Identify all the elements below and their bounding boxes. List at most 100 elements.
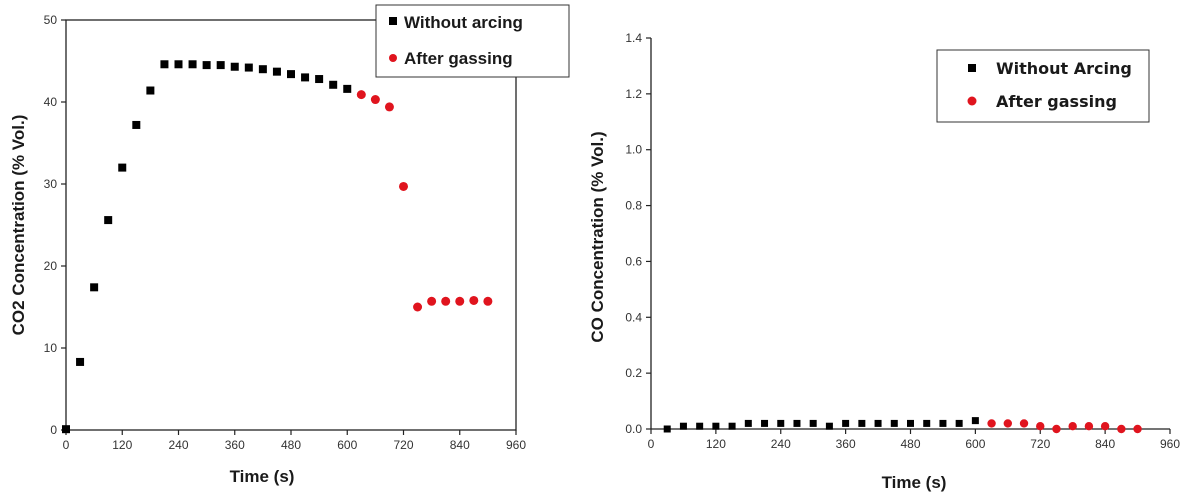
co2-x-tick-label: 240: [168, 438, 188, 452]
co-y-tick-label: 0.6: [625, 254, 642, 268]
co-points: [663, 417, 1142, 434]
co-x-tick-label: 120: [706, 437, 726, 451]
co-point-series-0: [777, 419, 785, 427]
co-point-series-0: [858, 419, 866, 427]
co2-legend-box: [375, 4, 570, 78]
co2-x-tick-label: 960: [506, 438, 526, 452]
co2-y-tick-label: 30: [44, 177, 58, 191]
co2-point-series-1: [441, 296, 451, 306]
co-point-series-0: [890, 419, 898, 427]
co-point-series-1: [1117, 424, 1126, 434]
co2-legend-marker-without-arcing: [389, 17, 397, 25]
co2-legend-label-without-arcing: Without arcing: [404, 13, 523, 32]
co-x-axis-label: Time (s): [882, 473, 947, 492]
co2-x-tick-label: 360: [225, 438, 245, 452]
co-point-series-1: [987, 419, 996, 428]
co-point-series-1: [1100, 422, 1110, 431]
co2-point-series-0: [287, 70, 295, 79]
co-point-series-0: [728, 422, 736, 430]
co-point-series-0: [955, 419, 963, 427]
co-point-series-0: [874, 419, 882, 427]
co-point-series-1: [1068, 422, 1077, 431]
co2-point-series-1: [370, 95, 380, 105]
co2-y-tick-label: 50: [44, 13, 58, 27]
co-legend-label-after-gassing: After gassing: [996, 92, 1117, 111]
co2-point-series-1: [356, 90, 366, 100]
co-point-series-0: [907, 419, 914, 427]
co2-legend-marker-after-gassing: [389, 54, 397, 62]
co-y-tick-label: 0.4: [625, 310, 642, 324]
co-point-series-0: [809, 419, 817, 427]
co2-point-series-0: [188, 60, 197, 69]
co-legend-marker-without-arcing: [968, 64, 976, 72]
co-x-tick-label: 960: [1160, 437, 1180, 451]
co-point-series-0: [793, 419, 801, 427]
co2-point-series-0: [202, 61, 211, 70]
co2-point-series-0: [272, 67, 281, 76]
co-point-series-0: [939, 419, 947, 427]
co-x-tick-label: 840: [1095, 437, 1115, 451]
co-ticks: 0 120 240 360 480 600 720 840 960 0.0 0.2 0.4 0.6 0.8…: [625, 31, 1180, 451]
co2-legend: Without arcing After gassing: [375, 4, 570, 78]
co2-point-series-0: [146, 86, 155, 95]
co2-x-axis-label: Time (s): [230, 467, 295, 486]
co2-point-series-0: [329, 80, 338, 89]
co2-point-series-0: [174, 60, 183, 69]
co2-point-series-0: [258, 65, 267, 74]
co-point-series-0: [744, 419, 752, 427]
co2-x-tick-label: 600: [337, 438, 357, 452]
co2-points: [62, 60, 493, 434]
co-point-series-0: [679, 422, 687, 430]
co-x-tick-label: 240: [771, 437, 791, 451]
co2-point-series-0: [216, 61, 225, 70]
co-point-series-0: [842, 419, 850, 427]
co-legend-box: [936, 49, 1150, 123]
co-y-tick-label: 1.0: [625, 143, 642, 157]
co-x-tick-label: 0: [648, 437, 655, 451]
co2-y-tick-label: 40: [44, 95, 58, 109]
co-point-series-1: [1003, 419, 1013, 428]
co-x-tick-label: 360: [836, 437, 856, 451]
co2-x-tick-label: 120: [112, 438, 132, 452]
co2-point-series-1: [384, 102, 394, 112]
co2-point-series-0: [343, 84, 352, 93]
co2-legend-label-after-gassing: After gassing: [404, 49, 513, 68]
co-point-series-1: [1019, 419, 1029, 428]
co-y-tick-label: 0.8: [625, 199, 642, 213]
co-point-series-0: [761, 419, 769, 427]
co2-point-series-0: [301, 73, 310, 82]
co-y-axis-label: CO Concentration (% Vol.): [588, 131, 607, 342]
co-point-series-0: [923, 419, 931, 427]
co2-point-series-1: [427, 296, 437, 306]
co2-point-series-1: [483, 296, 493, 306]
co-legend-marker-after-gassing: [967, 96, 977, 106]
co2-point-series-0: [76, 357, 85, 366]
co2-point-series-1: [413, 302, 423, 312]
co2-chart: 0 120 240 360 480 600 720 840 960 0 10 20 30 40 50 Tim…: [9, 4, 570, 486]
co-y-tick-label: 1.2: [625, 87, 642, 101]
co2-point-series-0: [244, 63, 253, 72]
co2-x-tick-label: 720: [393, 438, 413, 452]
co-point-series-0: [663, 425, 671, 433]
co2-y-tick-label: 10: [44, 341, 58, 355]
co2-point-series-0: [90, 283, 99, 292]
co-point-series-0: [825, 422, 833, 430]
co-point-series-1: [1052, 424, 1061, 434]
co2-point-series-0: [132, 120, 141, 129]
co2-ticks: 0 120 240 360 480 600 720 840 960 0 10 20 30 40 50: [44, 13, 527, 452]
co-point-series-0: [696, 422, 704, 430]
co2-point-series-1: [469, 295, 479, 305]
co-point-series-0: [712, 422, 720, 430]
co-legend: Without Arcing After gassing: [936, 49, 1150, 123]
co2-point-series-0: [118, 163, 127, 172]
co-point-series-1: [1084, 422, 1094, 431]
co2-y-tick-label: 0: [50, 423, 57, 437]
co2-x-tick-label: 840: [450, 438, 470, 452]
co2-point-series-0: [104, 216, 113, 225]
co-y-tick-label: 0.2: [625, 366, 642, 380]
co-point-series-1: [1133, 424, 1142, 434]
co2-y-tick-label: 20: [44, 259, 58, 273]
co-legend-label-without-arcing: Without Arcing: [996, 59, 1132, 78]
co-y-tick-label: 0.0: [625, 422, 642, 436]
